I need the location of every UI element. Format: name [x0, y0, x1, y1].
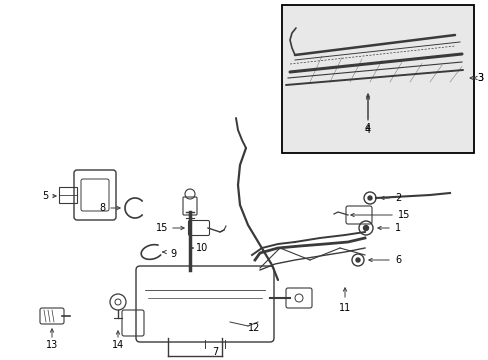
Circle shape	[355, 258, 359, 262]
Text: 6: 6	[394, 255, 400, 265]
Text: 4: 4	[364, 125, 370, 135]
Text: 4: 4	[364, 123, 370, 133]
Text: 11: 11	[338, 303, 350, 313]
Text: 15: 15	[155, 223, 168, 233]
Bar	[59, 187, 77, 203]
Text: 5: 5	[41, 191, 48, 201]
Text: 2: 2	[394, 193, 401, 203]
Bar	[282, 5, 473, 153]
Text: 12: 12	[247, 323, 260, 333]
Text: 9: 9	[170, 249, 176, 259]
Text: 3: 3	[476, 73, 482, 83]
Circle shape	[363, 225, 368, 230]
Text: 1: 1	[394, 223, 400, 233]
Text: 7: 7	[211, 347, 218, 357]
Text: 8: 8	[99, 203, 105, 213]
Text: 10: 10	[196, 243, 208, 253]
Circle shape	[367, 196, 371, 200]
Text: 15: 15	[397, 210, 409, 220]
Text: 14: 14	[112, 340, 124, 350]
Text: 3: 3	[476, 73, 482, 83]
Text: 13: 13	[46, 340, 58, 350]
